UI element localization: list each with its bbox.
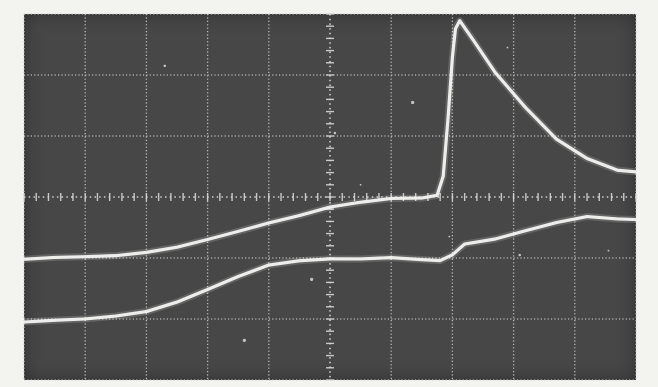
- screen-speckle: [242, 338, 246, 342]
- screen-speckle: [448, 235, 451, 238]
- screen-noise: [163, 46, 610, 342]
- screen-speckle: [163, 64, 167, 68]
- screen-speckle: [333, 131, 337, 135]
- screen-speckle: [359, 183, 362, 186]
- center-axis-ticks: [23, 13, 637, 381]
- screen-speckle: [506, 46, 509, 49]
- screen-speckle: [310, 277, 314, 281]
- waveform-traces: [20, 17, 640, 326]
- screen-speckle: [518, 253, 521, 257]
- trace-line-2: [22, 214, 638, 324]
- trace-line-1: [22, 19, 638, 261]
- screen-speckle: [607, 249, 610, 252]
- screen-speckle: [411, 100, 415, 105]
